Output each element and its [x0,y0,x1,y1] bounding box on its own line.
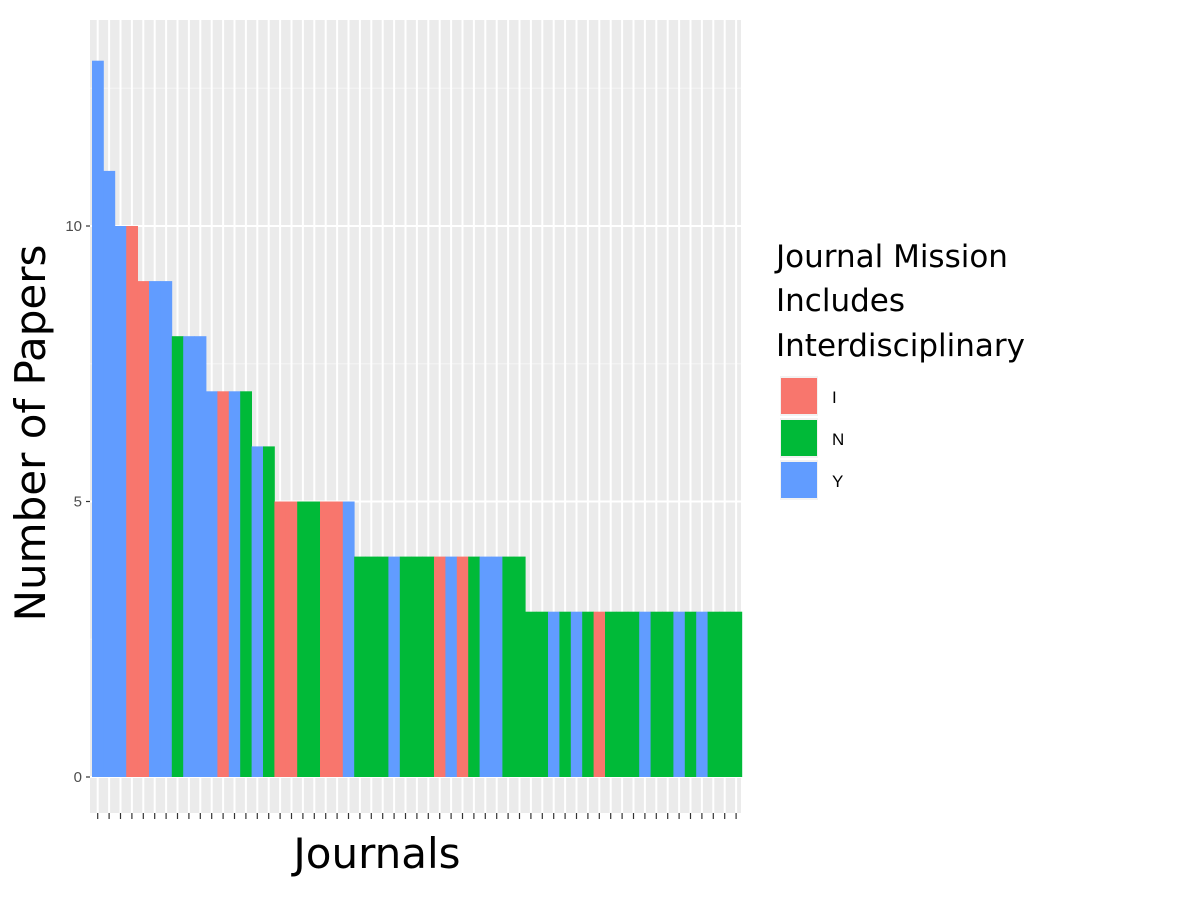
y-tick-label: 10 [65,218,82,235]
legend-label-n: N [832,430,844,449]
bar [240,391,252,777]
bar [263,446,275,777]
bar [399,556,412,777]
bar [251,446,264,777]
bar [365,556,378,777]
y-axis-title: Number of Papers [6,245,55,622]
bar [377,556,389,777]
bar [536,611,549,777]
legend-label-y: Y [832,472,843,491]
bar [183,336,195,777]
legend-swatch-n [781,420,817,456]
bar [206,391,218,777]
bar [696,611,708,777]
bar [491,556,503,777]
legend-title-line-1: Journal Mission [774,239,1008,275]
bar [513,556,526,777]
legend-title-line-3: Interdisciplinary [776,328,1025,364]
bar [570,611,583,777]
bar [103,170,116,777]
bar [673,611,686,777]
bar [342,501,355,777]
legend-swatch-y [781,462,817,498]
bar [411,556,423,777]
legend-label-i: I [832,388,837,407]
bar [445,556,458,777]
bar [114,226,127,777]
bar [456,556,469,777]
bar [662,611,674,777]
bar [639,611,651,777]
bar [308,501,321,777]
x-axis-title: Journals [290,829,460,878]
bar [605,611,617,777]
bar [331,501,344,777]
bar [684,611,697,777]
bar [320,501,332,777]
x-axis [97,813,737,819]
bar [707,611,720,777]
bar [217,391,230,777]
bar [194,336,207,777]
legend-entries: I N Y [780,376,844,500]
bar [388,556,401,777]
bar [137,281,150,777]
bar [502,556,515,777]
bar [650,611,663,777]
bar [285,501,298,777]
bar [582,611,594,777]
bar [468,556,480,777]
bar [627,611,640,777]
bar [548,611,560,777]
bar [719,611,731,777]
bar [354,556,366,777]
bars [92,60,743,777]
bar [126,226,138,777]
bar [160,281,173,777]
bar [525,611,537,777]
bar [92,60,104,777]
bar [434,556,446,777]
legend: Journal Mission Includes Interdisciplina… [774,239,1025,500]
bar [422,556,435,777]
y-axis: 0 5 10 [65,218,90,786]
bar [171,336,184,777]
bar [274,501,287,777]
bar [730,611,743,777]
bar [559,611,572,777]
bar [593,611,606,777]
y-tick-label: 5 [74,494,82,511]
bar [297,501,309,777]
bar [149,281,161,777]
y-tick-label: 0 [74,769,82,786]
legend-swatch-i [781,378,817,414]
bar [616,611,629,777]
bar [228,391,241,777]
bar [479,556,492,777]
legend-title-line-2: Includes [776,283,905,319]
